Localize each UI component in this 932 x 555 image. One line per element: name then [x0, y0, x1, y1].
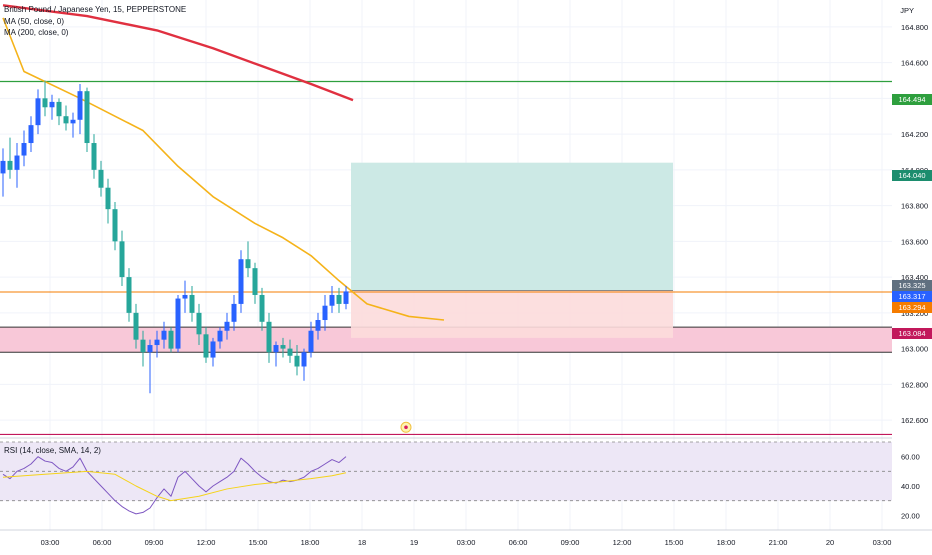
candle-body [133, 312, 139, 340]
time-axis-label: 06:00 [93, 538, 112, 547]
price-axis-tick: 164.600 [901, 59, 928, 68]
take-profit-zone [351, 162, 673, 291]
candle-body [203, 334, 209, 358]
time-axis-label: 12:00 [613, 538, 632, 547]
time-axis-label: 09:00 [145, 538, 164, 547]
candle-body [280, 345, 286, 349]
candle-body [217, 330, 223, 342]
candle-body [140, 339, 146, 353]
candle-body [301, 352, 307, 367]
candle-body [63, 116, 69, 124]
time-axis-label: 15:00 [665, 538, 684, 547]
candle-body [42, 98, 48, 108]
time-axis-label: 12:00 [197, 538, 216, 547]
candle-body [210, 341, 216, 358]
time-axis-label: 18 [358, 538, 366, 547]
event-marker-dot [404, 425, 408, 430]
ma50-price-badge: 163.294 [892, 302, 932, 313]
candle-body [294, 355, 300, 367]
stop-loss-zone [351, 290, 673, 338]
ma50-legend[interactable]: MA (50, close, 0) [4, 17, 65, 26]
candle-body [315, 320, 321, 331]
candle-body [49, 101, 55, 108]
candle-body [98, 169, 104, 188]
candle-body [273, 345, 279, 353]
candle-body [175, 298, 181, 349]
candle-body [322, 305, 328, 321]
resistance-price-badge: 164.494 [892, 94, 932, 105]
candle-body [28, 125, 34, 144]
price-axis-tick: 163.400 [901, 273, 928, 282]
price-axis-tick: 162.800 [901, 380, 928, 389]
candle-body [14, 155, 20, 170]
ma200-legend[interactable]: MA (200, close, 0) [4, 28, 69, 37]
candle-body [154, 339, 160, 346]
candle-body [147, 345, 153, 353]
candle-body [91, 143, 97, 170]
candle-body [182, 294, 188, 299]
candle-body [77, 91, 83, 120]
candle-body [84, 91, 90, 144]
candle-body [343, 291, 349, 304]
candle-body [119, 241, 125, 278]
time-axis-label: 19 [410, 538, 418, 547]
rsi-legend[interactable]: RSI (14, close, SMA, 14, 2) [4, 446, 101, 455]
currency-label: JPY [900, 6, 914, 15]
candle-body [168, 330, 174, 349]
candle-body [56, 101, 62, 117]
time-axis-label: 09:00 [561, 538, 580, 547]
candle-body [161, 330, 167, 340]
candle-body [252, 268, 258, 295]
rsi-ma-line [2, 470, 347, 502]
price-axis-tick: 163.600 [901, 237, 928, 246]
candle-body [35, 98, 41, 126]
time-axis-label: 03:00 [41, 538, 60, 547]
candle-body [224, 321, 230, 331]
candle-body [329, 294, 335, 306]
entry-price-badge: 163.325 [892, 280, 932, 291]
time-axis-label: 15:00 [249, 538, 268, 547]
candle-body [245, 259, 251, 269]
candle-body [7, 160, 13, 170]
candle-body [126, 277, 132, 313]
candle-body [70, 119, 76, 124]
rsi-axis-tick: 20.00 [901, 511, 920, 520]
time-axis-label: 18:00 [301, 538, 320, 547]
candle-body [308, 330, 314, 353]
candle-body [266, 321, 272, 353]
candle-body [21, 143, 27, 156]
rsi-axis-tick: 60.00 [901, 453, 920, 462]
time-axis-label: 20 [826, 538, 834, 547]
symbol-title[interactable]: British Pound / Japanese Yen, 15, PEPPER… [4, 5, 187, 14]
candle-body [259, 294, 265, 322]
candle-body [105, 187, 111, 210]
rsi-axis-tick: 40.00 [901, 482, 920, 491]
price-axis-tick: 163.000 [901, 345, 928, 354]
time-axis-label: 18:00 [717, 538, 736, 547]
price-axis-tick: 163.800 [901, 202, 928, 211]
time-axis-label: 21:00 [769, 538, 788, 547]
take-profit-price-badge: 164.040 [892, 170, 932, 181]
time-axis-label: 03:00 [873, 538, 892, 547]
price-axis-tick: 163.200 [901, 309, 928, 318]
ma200-line [2, 4, 354, 102]
candle-body [231, 303, 237, 322]
price-axis-bg [892, 0, 932, 550]
candle-body [196, 312, 202, 335]
candle-body [238, 259, 244, 304]
price-axis-tick: 162.600 [901, 416, 928, 425]
support-price-badge: 163.084 [892, 328, 932, 339]
time-axis-label: 03:00 [457, 538, 476, 547]
candle-body [0, 160, 6, 174]
candle-body [287, 348, 293, 356]
last-price-badge: 163.317 [892, 291, 932, 302]
candle-body [336, 294, 342, 304]
time-axis-label: 06:00 [509, 538, 528, 547]
candle-body [189, 294, 195, 313]
candle-body [112, 209, 118, 242]
price-axis-tick: 164.800 [901, 23, 928, 32]
price-axis-tick: 164.200 [901, 130, 928, 139]
